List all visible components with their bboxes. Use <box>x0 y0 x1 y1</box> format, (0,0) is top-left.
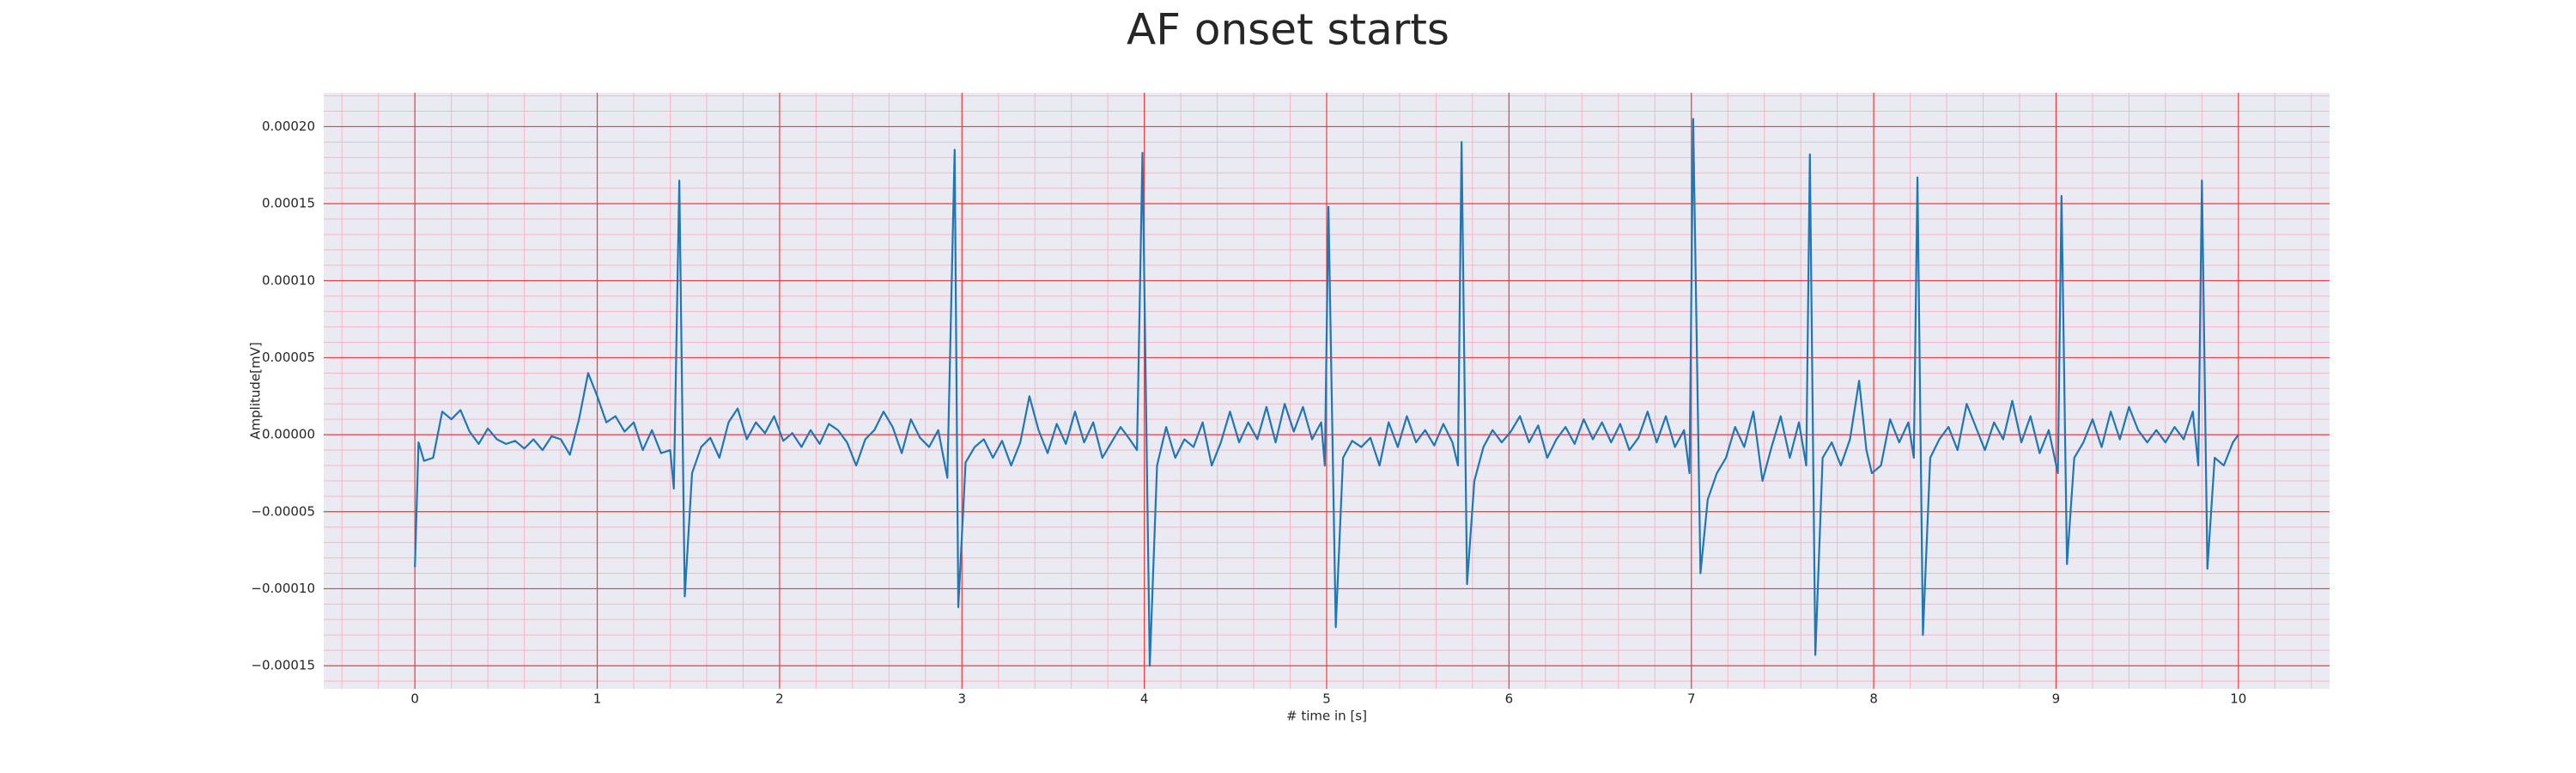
x-tick-label: 8 <box>1869 691 1878 707</box>
x-tick-label: 3 <box>957 691 966 707</box>
x-tick-label: 10 <box>2230 691 2246 707</box>
x-tick-label: 2 <box>775 691 784 707</box>
x-tick-label: 7 <box>1687 691 1696 707</box>
y-tick-label: −0.00015 <box>251 658 315 673</box>
y-tick-label: 0.00020 <box>262 119 315 134</box>
y-tick-label: −0.00005 <box>251 503 315 519</box>
x-tick-label: 5 <box>1322 691 1331 707</box>
chart-title: AF onset starts <box>1127 5 1449 55</box>
y-tick-label: 0.00015 <box>262 196 315 211</box>
ecg-line <box>414 118 2239 667</box>
x-tick-label: 0 <box>410 691 419 707</box>
y-tick-label: −0.00010 <box>251 581 315 596</box>
y-tick-label: 0.00010 <box>262 272 315 288</box>
x-tick-label: 9 <box>2052 691 2061 707</box>
x-axis-label: # time in [s] <box>1286 709 1367 724</box>
x-tick-label: 6 <box>1505 691 1514 707</box>
y-tick-label: 0.00000 <box>262 427 315 442</box>
x-tick-label: 1 <box>593 691 602 707</box>
y-tick-label: 0.00005 <box>262 350 315 365</box>
x-tick-label: 4 <box>1140 691 1149 707</box>
marks <box>414 118 2239 667</box>
y-axis-label: Amplitude[mV] <box>248 342 264 439</box>
